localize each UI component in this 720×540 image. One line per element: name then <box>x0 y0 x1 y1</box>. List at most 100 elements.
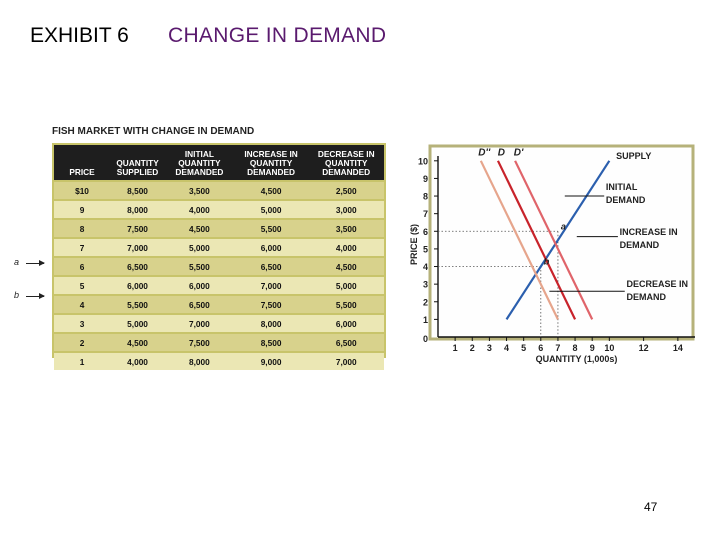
table-cell: 6,500 <box>233 256 309 275</box>
x-tick-label: 7 <box>555 343 560 353</box>
table-cell: 5 <box>54 275 110 294</box>
column-header: INITIAL QUANTITY DEMANDED <box>165 145 234 180</box>
table-cell: 7,500 <box>165 332 234 351</box>
x-tick-label: 6 <box>538 343 543 353</box>
x-tick-label: 2 <box>470 343 475 353</box>
table-cell: 4,500 <box>110 332 166 351</box>
table-cell: 7,000 <box>165 313 234 332</box>
table-cell: 4,000 <box>110 351 166 370</box>
y-tick-label: 8 <box>423 192 428 202</box>
y-tick-label: 1 <box>423 315 428 325</box>
supply-line <box>505 160 611 320</box>
annotation-decrease-2: DEMAND <box>626 292 666 302</box>
exhibit-label: EXHIBIT 6 <box>30 24 129 47</box>
table-cell: 8,500 <box>110 180 166 199</box>
table-cell: 3 <box>54 313 110 332</box>
x-tick-label: 10 <box>604 343 614 353</box>
x-tick-label: 4 <box>504 343 509 353</box>
table-cell: 2,500 <box>308 180 384 199</box>
table-cell: 7,500 <box>233 294 309 313</box>
table-row: 7 7,000 5,000 6,000 4,000 <box>54 237 384 256</box>
table-cell: 5,500 <box>110 294 166 313</box>
increase-demand-line <box>514 160 594 320</box>
x-tick-label: 12 <box>639 343 649 353</box>
table-cell: 6,000 <box>165 275 234 294</box>
y-axis-title: PRICE ($) <box>409 224 419 265</box>
annotation-initial-2: DEMAND <box>606 195 646 205</box>
table-cell: 8,500 <box>233 332 309 351</box>
table-cell: 7,000 <box>110 237 166 256</box>
table-row: 3 5,000 7,000 8,000 6,000 <box>54 313 384 332</box>
plot-area <box>434 149 691 335</box>
table-cell: $10 <box>54 180 110 199</box>
table-row: 5 6,000 6,000 7,000 5,000 <box>54 275 384 294</box>
column-header: PRICE <box>54 145 110 180</box>
fish-market-table: PRICE QUANTITY SUPPLIED INITIAL QUANTITY D… <box>52 143 386 370</box>
table-cell: 3,500 <box>165 180 234 199</box>
table-cell: 7 <box>54 237 110 256</box>
table-cell: 3,000 <box>308 199 384 218</box>
table-header-row: PRICE QUANTITY SUPPLIED INITIAL QUANTITY D… <box>54 145 384 180</box>
table-cell: 6,500 <box>308 332 384 351</box>
decrease-demand-line <box>479 160 559 320</box>
table-cell: 8,000 <box>233 313 309 332</box>
table-cell: 8,000 <box>110 199 166 218</box>
table-cell: 4,500 <box>233 180 309 199</box>
x-tick-label: 3 <box>487 343 492 353</box>
annotation-increase-2: DEMAND <box>620 240 660 250</box>
y-tick-label: 5 <box>423 244 428 254</box>
curve-label: D' <box>514 148 524 159</box>
x-axis-title: QUANTITY (1,000s) <box>536 354 618 364</box>
table-cell: 4 <box>54 294 110 313</box>
table-row: 4 5,500 6,500 7,500 5,500 <box>54 294 384 313</box>
chart-frame <box>428 144 695 341</box>
table-cell: 4,500 <box>165 218 234 237</box>
demand-chart: 1 2 3 4 5 6 7 8 9 10 0 1 2 3 4 5 6 7 8 9 10 12 14 QUANTITY (1,0… <box>405 143 697 365</box>
table-cell: 5,500 <box>308 294 384 313</box>
initial-demand-line <box>496 160 577 320</box>
x-tick-label: 14 <box>673 343 683 353</box>
annotation-initial-1: INITIAL <box>606 182 638 192</box>
table-title: FISH MARKET WITH CHANGE IN DEMAND <box>52 126 255 137</box>
table-cell: 9,000 <box>233 351 309 370</box>
row-marker-b-arrow-icon <box>26 293 45 299</box>
table-cell: 5,000 <box>165 237 234 256</box>
y-tick-label: 2 <box>423 297 428 307</box>
table-cell: 5,000 <box>110 313 166 332</box>
table-row: 9 8,000 4,000 5,000 3,000 <box>54 199 384 218</box>
table-cell: 7,000 <box>233 275 309 294</box>
y-tick-label: 6 <box>423 227 428 237</box>
column-header: QUANTITY SUPPLIED <box>110 145 166 180</box>
x-tick-label: 1 <box>453 343 458 353</box>
annotation-decrease-1: DECREASE IN <box>626 279 688 289</box>
y-tick-label: 10 <box>418 156 428 166</box>
x-tick-label: 8 <box>573 343 578 353</box>
table-cell: 6,500 <box>110 256 166 275</box>
table-row: 6 6,500 5,500 6,500 4,500 <box>54 256 384 275</box>
x-tick-label: 9 <box>590 343 595 353</box>
curve-label: D <box>498 148 505 159</box>
table-cell: 7,500 <box>110 218 166 237</box>
table-cell: 6,500 <box>165 294 234 313</box>
table-cell: 1 <box>54 351 110 370</box>
table-cell: 5,000 <box>308 275 384 294</box>
table-cell: 4,500 <box>308 256 384 275</box>
row-marker-a-arrow-icon <box>26 260 45 266</box>
y-tick-label: 7 <box>423 209 428 219</box>
y-tick-label: 3 <box>423 280 428 290</box>
data-table: PRICE QUANTITY SUPPLIED INITIAL QUANTITY D… <box>54 145 384 370</box>
annotation-supply: SUPPLY <box>616 151 651 161</box>
table-row: 2 4,500 7,500 8,500 6,500 <box>54 332 384 351</box>
table-row: 1 4,000 8,000 9,000 7,000 <box>54 351 384 370</box>
row-marker-b: b <box>14 290 20 300</box>
table-cell: 8,000 <box>165 351 234 370</box>
table-row: $10 8,500 3,500 4,500 2,500 <box>54 180 384 199</box>
origin-label: 0 <box>423 334 428 344</box>
point-label: a <box>561 221 566 231</box>
table-cell: 2 <box>54 332 110 351</box>
column-header: DECREASE IN QUANTITY DEMANDED <box>308 145 384 180</box>
table-cell: 4,000 <box>165 199 234 218</box>
table-cell: 9 <box>54 199 110 218</box>
table-cell: 8 <box>54 218 110 237</box>
